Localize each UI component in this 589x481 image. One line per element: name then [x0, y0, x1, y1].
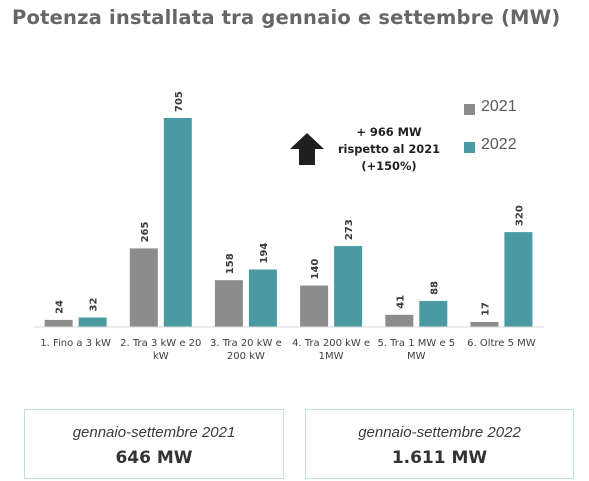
data-label: 320	[514, 205, 525, 226]
bar-2022-1	[78, 317, 107, 327]
data-label: 705	[174, 91, 185, 112]
bar-2022-5	[419, 300, 448, 327]
data-label: 194	[259, 243, 270, 264]
legend-swatch	[464, 104, 475, 115]
bar-2021-3	[214, 280, 243, 327]
annotation-line: rispetto al 2021	[337, 142, 441, 156]
legend-label: 2021	[481, 98, 517, 115]
legend-swatch	[464, 142, 475, 153]
category-label: 5. Tra 1 MW e 5	[377, 338, 455, 349]
data-label: 158	[225, 253, 236, 274]
summary-total: 1.611 MW	[391, 448, 488, 468]
summary-box-2021: gennaio-settembre 2021 646 MW	[24, 409, 284, 479]
bar-2021-4	[300, 285, 329, 327]
data-label: 88	[429, 281, 440, 295]
data-label: 17	[480, 302, 491, 316]
bar-2021-1	[44, 319, 73, 327]
bar-chart: 24 32 265 705 158 194 140 273 41 88 17 320 1. Fino …	[33, 91, 544, 362]
bar-2022-3	[248, 269, 277, 327]
bar-2021-5	[385, 314, 414, 327]
category-label: 1. Fino a 3 kW	[40, 338, 111, 349]
category-label: 200 kW	[227, 351, 265, 362]
category-label: MW	[407, 351, 426, 362]
data-label: 24	[55, 300, 66, 314]
annotation-line: + 966 MW	[356, 125, 422, 139]
summary-period: gennaio-settembre 2021	[72, 424, 236, 441]
bar-2021-6	[470, 322, 499, 327]
summary-period: gennaio-settembre 2022	[358, 424, 521, 441]
data-label: 140	[310, 259, 321, 280]
arrow-up-icon	[290, 133, 324, 165]
bar-2022-2	[163, 118, 192, 327]
bar-2021-2	[129, 248, 158, 327]
bar-2022-6	[504, 232, 533, 327]
summary-box-2022: gennaio-settembre 2022 1.611 MW	[305, 409, 574, 479]
category-label: kW	[153, 351, 169, 362]
bar-2022-4	[334, 246, 363, 327]
data-label: 265	[140, 221, 151, 242]
annotation-line: (+150%)	[361, 159, 417, 173]
data-label: 273	[344, 219, 355, 240]
category-label: 2. Tra 3 kW e 20	[120, 338, 201, 349]
category-label: 3. Tra 20 kW e	[210, 338, 282, 349]
data-label: 41	[395, 295, 406, 309]
growth-annotation: + 966 MW rispetto al 2021 (+150%)	[334, 124, 444, 175]
data-label: 32	[89, 298, 100, 312]
category-label: 6. Oltre 5 MW	[467, 338, 536, 349]
legend-label: 2022	[481, 136, 517, 153]
category-label: 4. Tra 200 kW e	[292, 338, 370, 349]
category-label: 1MW	[319, 351, 344, 362]
chart-title: Potenza installata tra gennaio e settemb…	[12, 6, 561, 29]
summary-total: 646 MW	[115, 448, 193, 468]
